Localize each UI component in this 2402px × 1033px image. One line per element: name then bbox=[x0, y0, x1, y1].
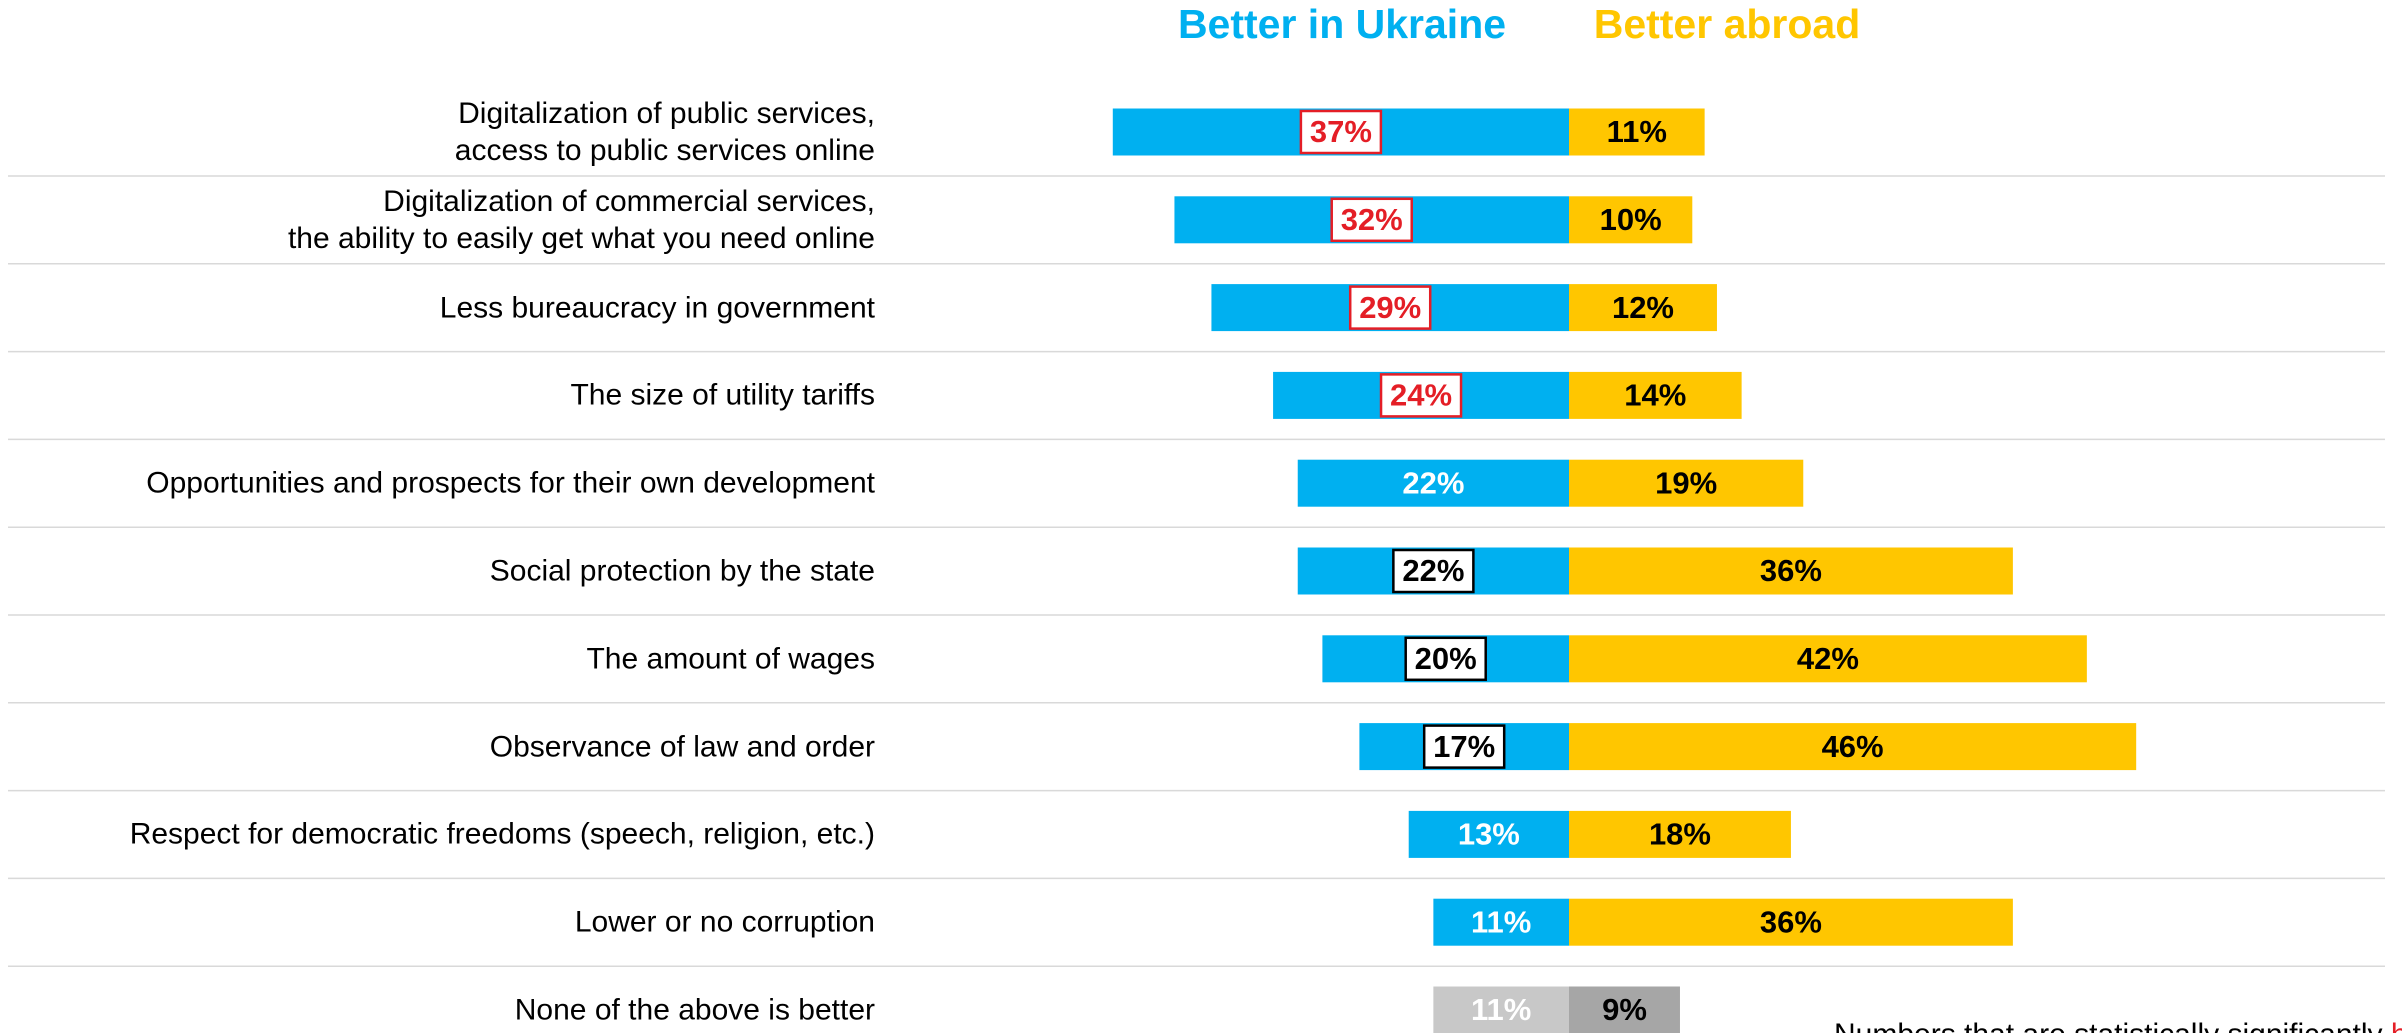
bar bbox=[1408, 810, 1569, 858]
value-label: 12% bbox=[1612, 290, 1674, 325]
value-label: 36% bbox=[1760, 904, 1822, 939]
category-label: Social protection by the state bbox=[489, 554, 875, 588]
label-box bbox=[1348, 285, 1432, 330]
legend-label: Better abroad bbox=[1594, 1, 1861, 47]
bar bbox=[1569, 635, 2087, 683]
bar bbox=[1569, 371, 1742, 419]
value-label: 19% bbox=[1655, 465, 1717, 500]
label-box bbox=[1379, 373, 1463, 418]
bar bbox=[1569, 108, 1705, 156]
value-label: 46% bbox=[1822, 729, 1884, 764]
value-label: 18% bbox=[1649, 817, 1711, 852]
category-label: Less bureaucracy in government bbox=[439, 291, 875, 325]
label-box bbox=[1330, 197, 1413, 243]
value-label: 17% bbox=[1433, 729, 1495, 764]
note-text: Numbers that are statistically significa… bbox=[1834, 1018, 2383, 1033]
bar bbox=[1569, 284, 1717, 332]
bar bbox=[1297, 459, 1569, 507]
note: Numbers that are statistically significa… bbox=[1834, 1018, 2402, 1033]
value-label: 32% bbox=[1341, 202, 1403, 237]
value-label: 42% bbox=[1797, 641, 1859, 676]
value-label: 24% bbox=[1390, 378, 1452, 413]
label-box bbox=[1299, 109, 1383, 155]
category-label: Digitalization of public services, acces… bbox=[454, 97, 875, 167]
value-label: 10% bbox=[1600, 202, 1662, 237]
label-box bbox=[1392, 548, 1475, 594]
category-label: None of the above is better bbox=[514, 993, 875, 1027]
note-space bbox=[2383, 1018, 2391, 1033]
category-label: The size of utility tariffs bbox=[570, 378, 875, 412]
value-label: 22% bbox=[1402, 553, 1464, 588]
bar bbox=[1569, 723, 2137, 771]
value-label: 11% bbox=[1471, 904, 1531, 939]
category-label: Opportunities and prospects for their ow… bbox=[146, 466, 875, 500]
category-label: Lower or no corruption bbox=[574, 905, 875, 939]
value-label: 11% bbox=[1607, 114, 1667, 149]
category-label: Respect for democratic freedoms (speech,… bbox=[129, 817, 875, 851]
value-label: 36% bbox=[1760, 553, 1822, 588]
value-label: 22% bbox=[1402, 465, 1464, 500]
bar bbox=[1569, 986, 1680, 1033]
value-label: 11% bbox=[1471, 992, 1531, 1027]
label-box bbox=[1404, 636, 1487, 682]
bar bbox=[1433, 986, 1569, 1033]
value-label: 20% bbox=[1415, 641, 1477, 676]
value-label: 29% bbox=[1359, 290, 1421, 325]
category-label: Digitalization of commercial services, t… bbox=[287, 184, 875, 255]
label-box bbox=[1422, 724, 1506, 769]
category-label: Observance of law and order bbox=[489, 730, 875, 764]
value-label: 13% bbox=[1458, 817, 1520, 852]
bar bbox=[1569, 810, 1791, 858]
value-label: 37% bbox=[1310, 114, 1372, 149]
category-label: The amount of wages bbox=[586, 642, 875, 676]
bar bbox=[1569, 459, 1804, 507]
bar bbox=[1569, 547, 2013, 595]
legend-label: Better in Ukraine bbox=[1178, 1, 1506, 47]
bar bbox=[1569, 196, 1693, 244]
bar bbox=[1433, 898, 1569, 946]
bar bbox=[1569, 898, 2013, 946]
value-label: 14% bbox=[1624, 378, 1686, 413]
note-highlight: higher bbox=[2391, 1018, 2402, 1033]
value-label: 9% bbox=[1602, 992, 1647, 1027]
